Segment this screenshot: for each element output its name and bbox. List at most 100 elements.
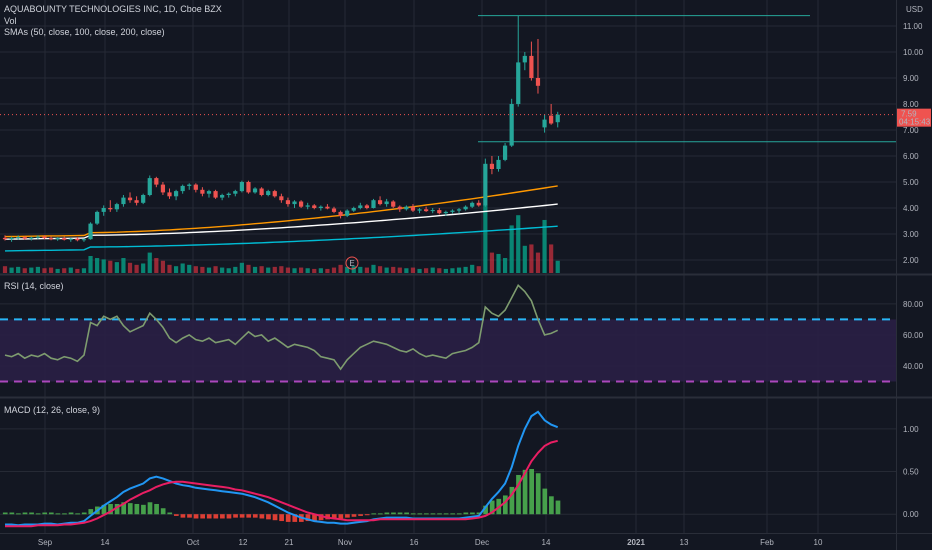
candle-body[interactable]: [410, 206, 416, 211]
candle-body[interactable]: [450, 210, 455, 212]
candle-body[interactable]: [16, 237, 21, 239]
candle-body[interactable]: [318, 206, 323, 208]
macd-pane[interactable]: [2, 410, 561, 528]
candle-body[interactable]: [384, 201, 389, 205]
volume-legend[interactable]: Vol: [4, 16, 17, 26]
candle-body[interactable]: [272, 191, 277, 197]
candle-body[interactable]: [22, 237, 27, 239]
candle-body[interactable]: [437, 210, 442, 214]
macd-legend[interactable]: MACD (12, 26, close, 9): [4, 405, 100, 415]
candle-body[interactable]: [489, 163, 495, 169]
candle-body[interactable]: [134, 200, 139, 203]
candle-body[interactable]: [509, 104, 514, 146]
candle-body[interactable]: [292, 201, 297, 205]
sma-line-1[interactable]: [4, 185, 558, 238]
candle-body[interactable]: [213, 191, 218, 198]
candle-body[interactable]: [173, 191, 179, 197]
candle-body[interactable]: [35, 236, 40, 238]
candle-body[interactable]: [502, 145, 508, 160]
candle-body[interactable]: [75, 238, 80, 241]
candle-body[interactable]: [108, 208, 113, 210]
earnings-icon[interactable]: [345, 256, 359, 270]
candle-body[interactable]: [29, 237, 34, 239]
candle-body[interactable]: [331, 208, 337, 212]
candle-body[interactable]: [549, 115, 554, 124]
candle-body[interactable]: [516, 62, 521, 104]
candle-body[interactable]: [9, 237, 14, 240]
candle-body[interactable]: [299, 201, 304, 207]
candle-body[interactable]: [127, 197, 133, 201]
sma-line-3[interactable]: [4, 225, 558, 252]
candle-body[interactable]: [226, 193, 231, 195]
candle-body[interactable]: [345, 210, 350, 216]
candle-body[interactable]: [443, 211, 448, 214]
candle-body[interactable]: [397, 206, 402, 210]
candle-body[interactable]: [147, 178, 152, 195]
candle-body[interactable]: [377, 200, 383, 205]
candle-body[interactable]: [246, 182, 251, 193]
price-axis[interactable]: 2.00 3.00 4.00 5.00 6.00 7.00 8.00 9.00 10.00 11.…: [903, 22, 924, 519]
candle-body[interactable]: [483, 163, 488, 206]
sma-legend[interactable]: SMAs (50, close, 100, close, 200, close): [4, 27, 165, 37]
macd-line[interactable]: [5, 410, 559, 527]
candle-body[interactable]: [535, 78, 541, 86]
price-pane[interactable]: [0, 15, 896, 273]
candle-body[interactable]: [114, 204, 119, 210]
candle-body[interactable]: [463, 206, 468, 210]
candle-body[interactable]: [200, 189, 205, 194]
sma-line-2[interactable]: [4, 203, 558, 240]
candle-body[interactable]: [252, 188, 258, 193]
candle-body[interactable]: [470, 202, 475, 207]
candle-body[interactable]: [55, 238, 60, 240]
candle-body[interactable]: [476, 202, 481, 206]
candle-body[interactable]: [496, 159, 501, 169]
candle-body[interactable]: [180, 185, 185, 192]
candle-body[interactable]: [417, 209, 422, 211]
candle-body[interactable]: [371, 200, 376, 208]
candle-body[interactable]: [266, 191, 271, 195]
candle-body[interactable]: [542, 119, 547, 128]
rsi-line[interactable]: [4, 283, 559, 371]
candle-body[interactable]: [312, 205, 317, 208]
candle-body[interactable]: [95, 211, 100, 224]
candle-body[interactable]: [167, 192, 172, 197]
candle-body[interactable]: [141, 195, 146, 203]
candle-body[interactable]: [522, 55, 527, 63]
candle-body[interactable]: [160, 184, 166, 193]
candle-body[interactable]: [48, 238, 54, 240]
candle-body[interactable]: [391, 201, 396, 207]
rsi-legend[interactable]: RSI (14, close): [4, 281, 64, 291]
candle-body[interactable]: [2, 237, 8, 240]
earnings-marker[interactable]: E: [345, 256, 359, 270]
symbol-title[interactable]: AQUABOUNTY TECHNOLOGIES INC, 1D, Cboe BZ…: [4, 4, 222, 14]
candle-body[interactable]: [555, 114, 560, 123]
candle-body[interactable]: [239, 182, 244, 192]
candle-body[interactable]: [154, 178, 159, 185]
candle-body[interactable]: [206, 191, 212, 194]
candle-body[interactable]: [101, 208, 106, 212]
candle-body[interactable]: [220, 195, 225, 198]
macd-signal-line[interactable]: [5, 439, 558, 528]
candle-body[interactable]: [121, 197, 126, 205]
candle-body[interactable]: [187, 184, 192, 186]
candle-body[interactable]: [364, 205, 369, 208]
candle-body[interactable]: [62, 238, 67, 240]
candle-body[interactable]: [88, 223, 93, 240]
candle-body[interactable]: [325, 206, 330, 209]
candle-body[interactable]: [279, 196, 284, 201]
candle-body[interactable]: [338, 211, 343, 216]
candle-body[interactable]: [233, 191, 238, 194]
candle-body[interactable]: [351, 208, 356, 211]
time-axis[interactable]: Sep 14 Oct 12 21 Nov 16 Dec 14 2021 13 Feb 10: [38, 538, 823, 547]
candle-body[interactable]: [193, 184, 198, 190]
candle-body[interactable]: [529, 55, 534, 78]
candle-body[interactable]: [305, 205, 310, 207]
candle-body[interactable]: [81, 239, 87, 241]
candle-body[interactable]: [358, 205, 363, 208]
candle-body[interactable]: [68, 238, 73, 240]
candle-body[interactable]: [424, 209, 429, 212]
candle-body[interactable]: [456, 209, 462, 211]
candle-body[interactable]: [42, 236, 47, 239]
rsi-pane[interactable]: [0, 283, 896, 383]
